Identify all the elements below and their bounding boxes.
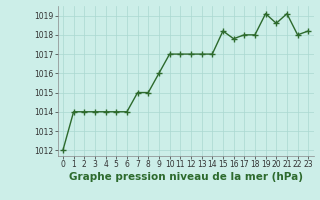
X-axis label: Graphe pression niveau de la mer (hPa): Graphe pression niveau de la mer (hPa) [68, 172, 303, 182]
